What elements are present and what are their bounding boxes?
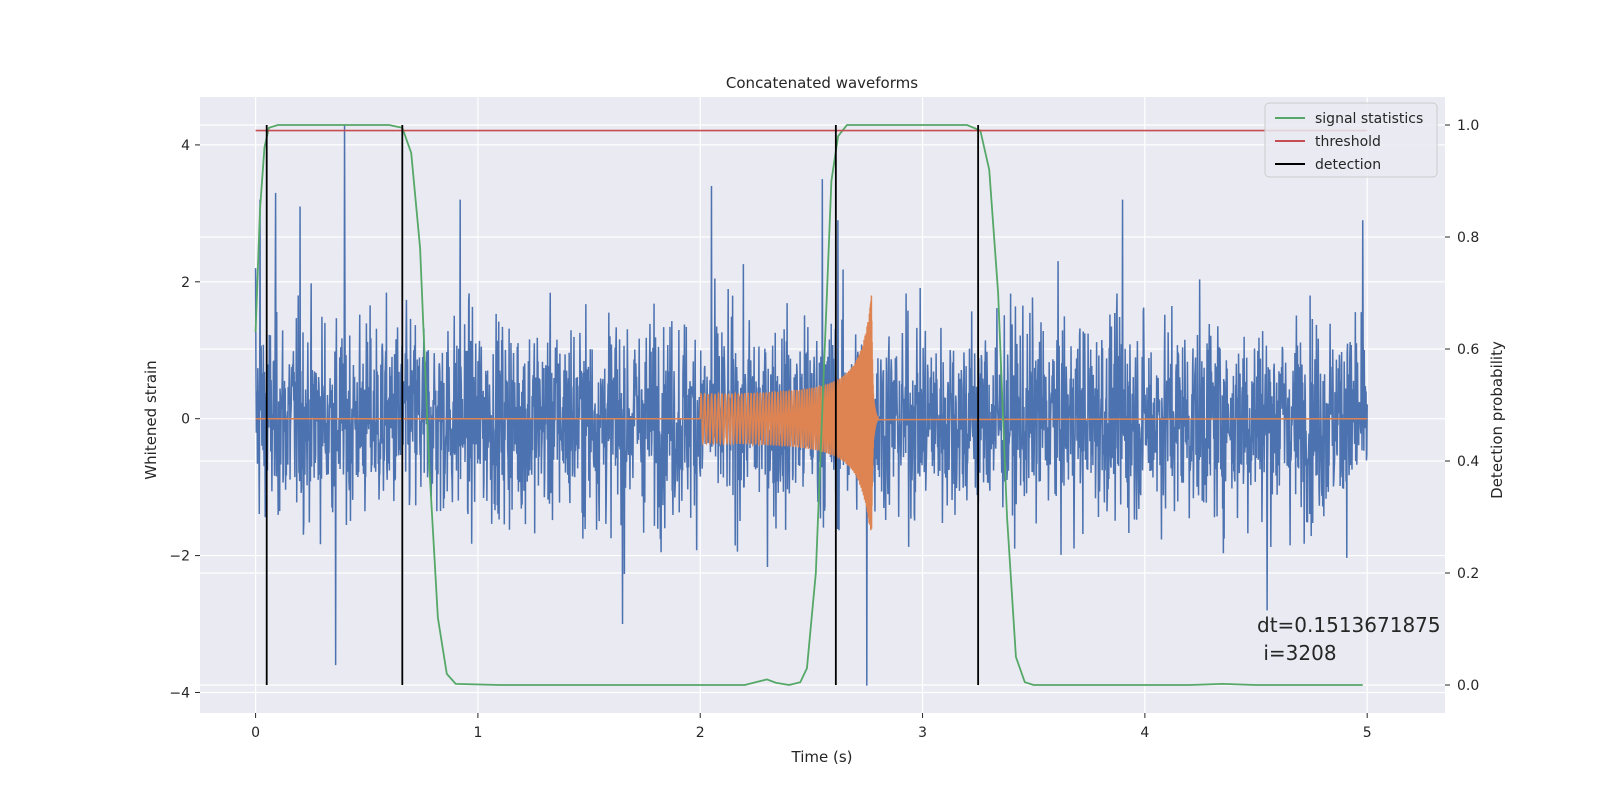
y-tick-label-left: 0: [181, 412, 190, 428]
chart-title: Concatenated waveforms: [726, 74, 918, 92]
template-series: [255, 295, 1368, 531]
x-tick-label: 4: [1140, 725, 1149, 741]
x-tick-label: 0: [251, 725, 260, 741]
legend-label: detection: [1315, 157, 1381, 173]
x-tick-label: 2: [696, 725, 705, 741]
y-tick-label-left: 2: [181, 275, 190, 291]
y-tick-label-right: 0.4: [1457, 454, 1479, 470]
axis-ticks: 0 1 2 3 4 5 −4 −2 0 2 4 0.0 0.2 0.4 0.6 0.8 1.0: [169, 118, 1479, 741]
y-tick-label-right: 1.0: [1457, 118, 1479, 134]
annotation-line: i=3208: [1257, 641, 1337, 665]
detection-series: [265, 125, 980, 685]
y-tick-label-left: 4: [181, 138, 190, 154]
y-tick-label-right: 0.6: [1457, 342, 1479, 358]
annotation-line: dt=0.1513671875: [1257, 613, 1441, 637]
legend-label: signal statistics: [1315, 111, 1423, 127]
y-tick-label-right: 0.8: [1457, 230, 1479, 246]
legend-box: [1264, 102, 1438, 178]
y-tick-label-left: −4: [169, 685, 190, 701]
y-axis-label-right: Detection probability: [1488, 341, 1506, 499]
x-tick-label: 3: [918, 725, 927, 741]
legend: signal statistics threshold detection: [1264, 102, 1438, 178]
legend-label: threshold: [1315, 134, 1381, 150]
annotation: dt=0.1513671875 i=3208: [1257, 613, 1441, 665]
x-axis-label: Time (s): [791, 748, 853, 766]
signal-statistics-series: [254, 124, 1363, 686]
y-tick-label-right: 0.0: [1457, 678, 1479, 694]
template-line: [255, 295, 1368, 531]
x-tick-label: 5: [1363, 725, 1372, 741]
y-tick-label-left: −2: [169, 549, 190, 565]
x-tick-label: 1: [473, 725, 482, 741]
y-axis-label-left: Whitened strain: [142, 360, 160, 479]
y-tick-label-right: 0.2: [1457, 566, 1479, 582]
signal-statistics-line: [254, 124, 1363, 686]
